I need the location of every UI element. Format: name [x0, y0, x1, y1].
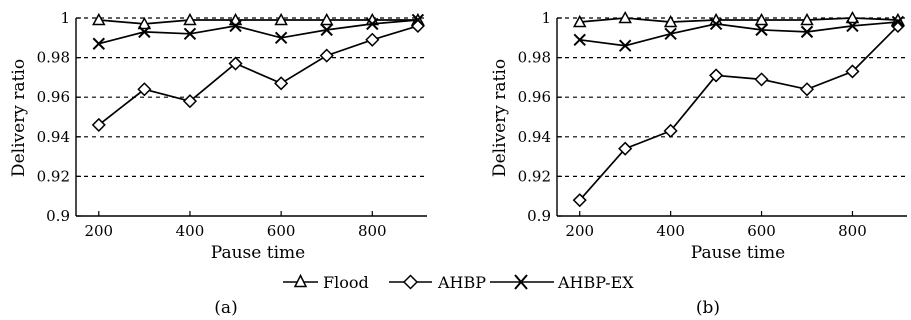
series-line-ahbp-b	[579, 25, 899, 201]
data-point-ahbp-b	[890, 18, 905, 33]
data-point-ahbp-ex-a	[411, 13, 425, 27]
data-point-ahbp-a	[91, 117, 106, 132]
y-tick-label-b: 0.94	[518, 128, 551, 146]
x-tick-label-a: 400	[176, 222, 205, 240]
data-point-flood-a	[183, 12, 197, 26]
data-point-flood-b	[800, 12, 814, 26]
data-point-ahbp-a	[319, 48, 334, 63]
series-line-flood-a	[98, 19, 418, 25]
data-point-ahbp-ex-b	[891, 15, 905, 29]
data-point-flood-b	[618, 10, 632, 24]
data-point-ahbp-ex-a	[366, 17, 379, 31]
legend: Flood AHBP AHBP-EX	[283, 273, 634, 292]
legend-triangle-marker-icon	[293, 273, 308, 288]
legend-label-ahbp: AHBP	[437, 273, 486, 292]
data-point-ahbp-ex-b	[755, 23, 768, 37]
y-tick-label-a: 0.94	[37, 128, 70, 146]
x-tick-label-b: 800	[838, 222, 867, 240]
data-point-ahbp-b	[618, 141, 633, 156]
y-tick-label-b: 0.9	[527, 207, 551, 225]
legend-label-flood: Flood	[323, 273, 369, 292]
series-line-ahbp-ex-b	[579, 21, 898, 47]
y-tick-label-b: 0.96	[518, 88, 551, 106]
data-point-flood-b	[572, 14, 587, 28]
y-tick-label-b: 0.92	[518, 167, 551, 185]
x-axis-title-b: Pause time	[691, 243, 785, 263]
data-point-ahbp-b	[754, 72, 769, 87]
legend-label-ahbp-ex: AHBP-EX	[557, 273, 634, 292]
data-point-ahbp-ex-b	[573, 33, 586, 46]
data-point-flood-b	[754, 12, 769, 26]
y-axis-title-a: Delivery ratio	[9, 59, 29, 177]
y-tick-label-a: 0.98	[37, 49, 70, 67]
data-point-ahbp-ex-a	[183, 27, 197, 41]
data-point-ahbp-ex-a	[138, 25, 151, 39]
y-tick-label-a: 0.96	[37, 88, 70, 106]
data-point-ahbp-b	[572, 193, 587, 208]
y-tick-label-a: 1	[60, 9, 70, 27]
legend-item-ahbp-ex: AHBP-EX	[490, 273, 634, 292]
series-line-ahbp-ex-a	[98, 19, 418, 45]
y-tick-label-b: 1	[541, 9, 551, 27]
x-tick-label-a: 600	[267, 222, 296, 240]
data-point-ahbp-a	[228, 56, 243, 71]
x-tick-label-b: 400	[656, 222, 685, 240]
data-point-ahbp-ex-a	[229, 19, 242, 33]
x-tick-label-a: 200	[84, 222, 113, 240]
data-point-flood-a	[274, 12, 288, 26]
data-point-ahbp-a	[137, 82, 152, 97]
data-point-ahbp-ex-a	[92, 37, 105, 50]
x-axis-title-a: Pause time	[211, 243, 305, 263]
legend-x-marker-icon	[514, 274, 528, 290]
data-point-flood-a	[319, 12, 334, 26]
data-point-flood-a	[137, 16, 152, 30]
data-point-ahbp-ex-a	[274, 31, 288, 45]
x-tick-label-b: 600	[747, 222, 776, 240]
chart-b: Delivery ratio Pause time (b) 0.9 0.92 0.9…	[490, 9, 907, 318]
data-point-ahbp-a	[182, 94, 198, 109]
legend-diamond-marker-icon	[402, 274, 419, 290]
x-tick-label-a: 800	[358, 222, 387, 240]
data-point-flood-b	[663, 14, 678, 28]
data-point-ahbp-ex-b	[800, 25, 814, 39]
x-tick-label-b: 200	[565, 222, 594, 240]
data-point-ahbp-b	[663, 123, 678, 138]
data-point-ahbp-a	[274, 76, 289, 91]
y-tick-label-a: 0.92	[37, 167, 70, 185]
legend-item-flood: Flood	[283, 273, 369, 292]
data-point-ahbp-ex-b	[618, 39, 632, 52]
data-point-ahbp-b	[845, 64, 860, 79]
y-tick-label-a: 0.9	[46, 207, 70, 225]
data-point-flood-a	[92, 12, 106, 26]
data-point-ahbp-ex-b	[664, 27, 677, 41]
caption-a: (a)	[214, 298, 237, 318]
y-axis-title-b: Delivery ratio	[490, 59, 510, 177]
data-point-ahbp-b	[709, 68, 724, 83]
data-point-ahbp-ex-b	[709, 17, 723, 31]
data-point-flood-b	[845, 10, 860, 24]
data-point-ahbp-ex-a	[320, 23, 333, 37]
series-line-flood-b	[579, 17, 898, 23]
caption-b: (b)	[696, 298, 720, 318]
data-point-ahbp-b	[799, 82, 815, 97]
chart-a: Delivery ratio Pause time (a) 0.9 0.92 0.9…	[9, 9, 427, 318]
legend-item-ahbp: AHBP	[389, 273, 486, 292]
series-line-ahbp-a	[98, 25, 419, 126]
y-tick-label-b: 0.98	[518, 49, 551, 67]
data-point-ahbp-a	[365, 32, 380, 47]
data-point-ahbp-ex-b	[846, 19, 859, 33]
